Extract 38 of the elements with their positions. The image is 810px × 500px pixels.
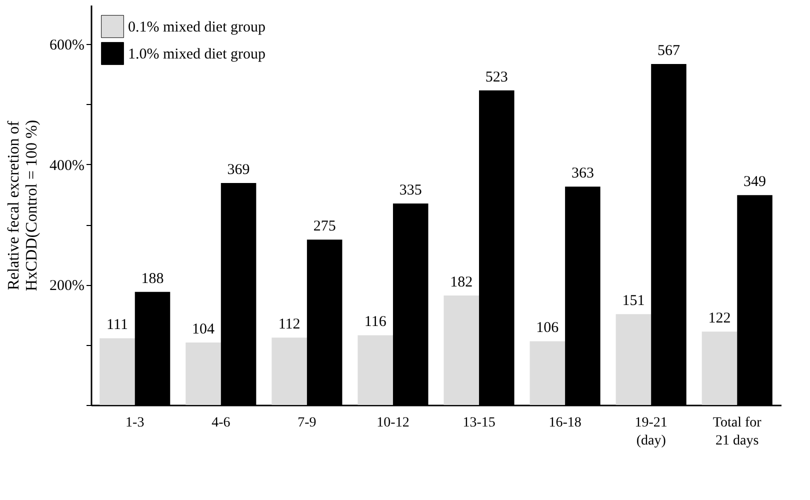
x-tick-label: 1-3 — [126, 416, 144, 430]
data-label: 275 — [313, 218, 336, 235]
x-tick-label: 7-9 — [298, 416, 316, 430]
data-label: 112 — [278, 316, 300, 333]
bar — [100, 338, 135, 405]
legend-label: 0.1% mixed diet group — [128, 20, 266, 36]
data-label: 116 — [364, 314, 387, 330]
y-tick-label: 200% — [50, 278, 84, 294]
data-label: 369 — [227, 162, 250, 178]
data-label: 188 — [141, 270, 164, 287]
legend-label: 1.0% mixed diet group — [128, 46, 266, 62]
x-tick-label: 10-12 — [376, 416, 410, 430]
data-label: 122 — [708, 310, 731, 327]
x-tick-label: 16-18 — [548, 416, 582, 430]
x-tick-label: 4-6 — [212, 416, 230, 430]
data-label: 151 — [622, 293, 645, 310]
bar — [616, 314, 652, 405]
data-label: 523 — [485, 69, 508, 86]
x-tick-label: 13-15 — [462, 416, 496, 430]
data-label: 349 — [744, 174, 766, 190]
y-axis-title: Relative fecal excretion of HxCDD(Control = 100 %) — [6, 120, 41, 292]
bar — [186, 342, 221, 405]
y-tick-label: 400% — [50, 158, 84, 174]
data-label: 363 — [571, 166, 594, 182]
bar — [702, 332, 738, 405]
data-label: 106 — [536, 320, 560, 336]
data-label: 182 — [450, 274, 473, 291]
x-tick-label: Total for 21 days — [712, 416, 762, 448]
bar — [530, 341, 566, 405]
y-tick-label: 600% — [50, 38, 84, 54]
data-label: 335 — [399, 182, 422, 198]
x-tick-label: 19-21 (day) — [634, 416, 668, 448]
data-label: 567 — [657, 42, 680, 59]
data-label: 111 — [106, 317, 128, 334]
data-label: 104 — [192, 321, 216, 338]
bar — [444, 296, 480, 405]
bar — [272, 338, 307, 405]
bar — [358, 335, 393, 405]
